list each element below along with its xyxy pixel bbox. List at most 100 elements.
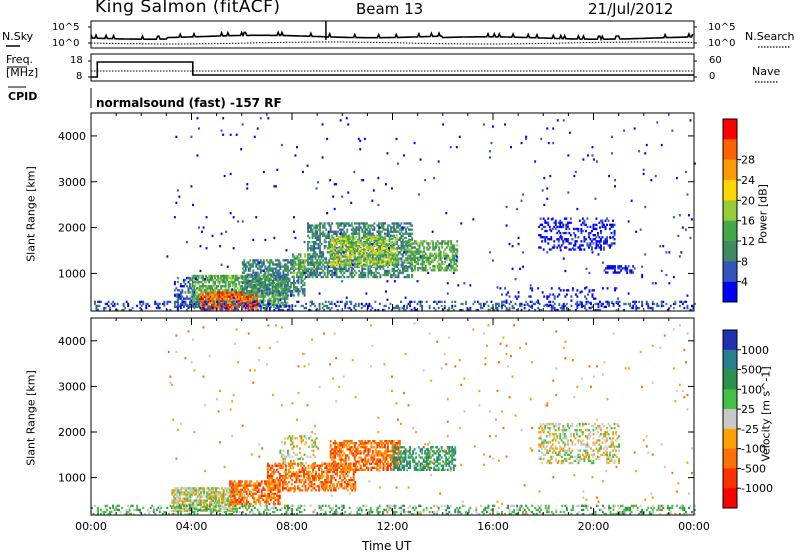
radar-echo-cell xyxy=(388,306,390,310)
radar-echo-cell xyxy=(197,299,200,302)
radar-echo-cell xyxy=(344,241,347,245)
radar-echo-cell xyxy=(256,291,259,294)
radar-echo-cell xyxy=(243,302,246,306)
radar-echo-cell xyxy=(380,235,383,238)
radar-echo-cell xyxy=(245,297,248,300)
radar-echo-cell xyxy=(272,287,275,290)
radar-echo-cell xyxy=(205,285,208,288)
radar-echo-cell xyxy=(247,306,250,309)
radar-echo-cell xyxy=(356,247,359,250)
radar-echo-cell xyxy=(565,231,568,235)
radar-echo-cell xyxy=(208,276,211,280)
radar-echo-cell xyxy=(329,264,332,267)
radar-echo-cell xyxy=(104,302,107,306)
radar-echo-cell xyxy=(287,271,289,274)
radar-echo-cell xyxy=(276,275,279,278)
radar-echo-cell xyxy=(204,278,207,281)
radar-echo-cell xyxy=(213,491,216,494)
radar-echo-cell xyxy=(617,265,620,268)
radar-echo-cell xyxy=(338,239,341,242)
radar-echo-cell xyxy=(209,297,212,300)
radar-echo-cell xyxy=(574,227,577,231)
radar-echo-cell xyxy=(238,301,241,304)
radar-echo-cell xyxy=(262,303,265,306)
radar-echo-cell xyxy=(197,276,200,280)
radar-echo-cell xyxy=(276,284,279,287)
radar-echo-cell xyxy=(270,292,273,295)
radar-echo-cell xyxy=(279,273,282,276)
radar-echo-cell xyxy=(331,222,334,225)
radar-echo-cell xyxy=(200,297,203,300)
radar-echo-cell xyxy=(235,133,238,136)
radar-echo-cell xyxy=(353,232,356,235)
radar-echo-cell xyxy=(271,289,274,292)
radar-echo-cell xyxy=(303,271,306,275)
radar-echo-cell xyxy=(195,507,198,510)
radar-echo-cell xyxy=(194,281,197,284)
radar-echo-cell xyxy=(650,179,653,182)
radar-echo-cell xyxy=(414,240,417,243)
radar-echo-cell xyxy=(495,304,497,308)
radar-echo-cell xyxy=(564,304,567,308)
radar-echo-cell xyxy=(362,258,365,261)
radar-echo-cell xyxy=(206,491,209,494)
radar-echo-cell xyxy=(297,275,300,278)
radar-echo-cell xyxy=(341,251,344,254)
radar-echo-cell xyxy=(223,289,226,292)
radar-echo-cell xyxy=(219,501,222,504)
radar-echo-cell xyxy=(614,185,617,188)
radar-echo-cell xyxy=(192,491,195,494)
radar-echo-cell xyxy=(574,308,577,312)
radar-echo-cell xyxy=(235,285,238,288)
radar-echo-cell xyxy=(311,236,314,240)
radar-echo-cell xyxy=(215,491,218,494)
radar-echo-cell xyxy=(408,228,411,231)
radar-echo-cell xyxy=(410,308,413,312)
radar-echo-cell xyxy=(376,275,379,279)
radar-echo-cell xyxy=(352,232,355,235)
radar-echo-cell xyxy=(606,238,609,241)
radar-echo-cell xyxy=(374,252,377,255)
radar-echo-cell xyxy=(415,250,418,253)
radar-echo-cell xyxy=(181,289,184,292)
radar-echo-cell xyxy=(427,256,430,259)
radar-echo-cell xyxy=(229,301,232,305)
radar-echo-cell xyxy=(190,135,193,138)
radar-echo-cell xyxy=(329,248,332,251)
radar-echo-cell xyxy=(367,273,370,277)
radar-echo-cell xyxy=(213,501,216,504)
radar-echo-cell xyxy=(329,228,332,231)
radar-echo-cell xyxy=(472,218,475,221)
radar-echo-cell xyxy=(496,308,499,312)
radar-echo-cell xyxy=(531,287,534,290)
radar-echo-cell xyxy=(191,493,193,496)
radar-echo-cell xyxy=(561,308,564,312)
radar-echo-cell xyxy=(614,287,617,290)
radar-echo-cell xyxy=(208,285,211,288)
radar-echo-cell xyxy=(175,487,178,490)
radar-echo-cell xyxy=(238,291,241,294)
radar-echo-cell xyxy=(270,269,273,272)
radar-echo-cell xyxy=(246,183,249,186)
radar-echo-cell xyxy=(402,238,404,242)
radar-echo-cell xyxy=(276,269,279,272)
radar-echo-cell xyxy=(603,242,605,245)
radar-echo-cell xyxy=(254,301,257,305)
radar-echo-cell xyxy=(195,278,197,281)
radar-echo-cell xyxy=(316,236,319,240)
radar-echo-cell xyxy=(255,277,258,281)
radar-echo-cell xyxy=(405,251,408,254)
radar-echo-cell xyxy=(210,497,213,500)
radar-echo-cell xyxy=(469,306,472,310)
radar-echo-cell xyxy=(368,302,371,306)
radar-echo-cell xyxy=(268,261,271,264)
radar-echo-cell xyxy=(262,170,265,174)
beam-title: Beam 13 xyxy=(356,0,424,18)
radar-echo-cell xyxy=(377,176,380,180)
radar-echo-cell xyxy=(603,269,606,272)
radar-echo-cell xyxy=(193,276,196,280)
radar-echo-cell xyxy=(197,274,200,278)
radar-echo-cell xyxy=(539,223,542,226)
radar-echo-cell xyxy=(317,238,320,242)
radar-echo-cell xyxy=(290,281,292,285)
